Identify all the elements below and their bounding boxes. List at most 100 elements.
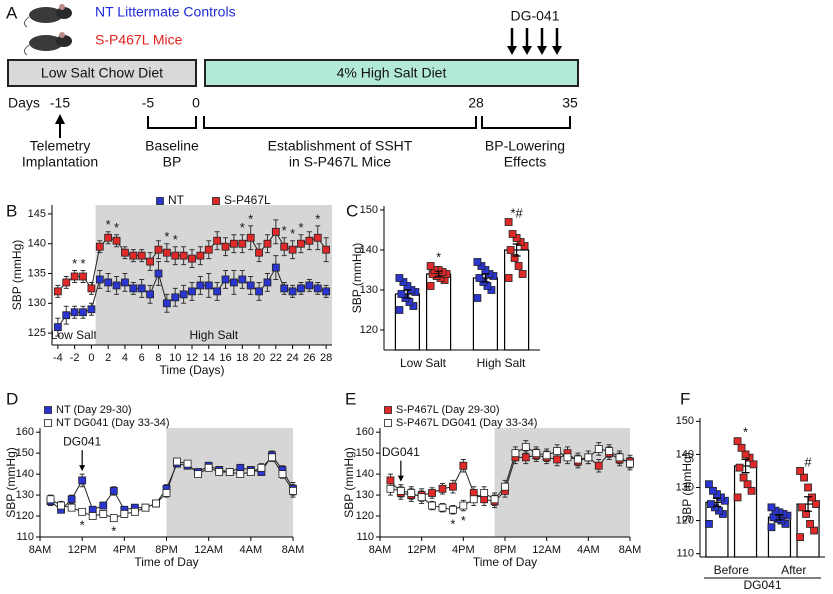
data-point xyxy=(386,476,395,485)
data-point xyxy=(246,233,255,242)
data-point xyxy=(395,274,404,282)
data-point xyxy=(804,483,812,492)
data-point xyxy=(288,245,297,254)
legend-label: NT Littermate Controls xyxy=(95,4,236,20)
data-point xyxy=(78,507,87,516)
data-point xyxy=(95,275,104,284)
annotation: * xyxy=(315,211,320,226)
x-tick-label: 12AM xyxy=(194,544,223,556)
error-bar xyxy=(512,243,521,257)
day-label: 35 xyxy=(562,95,578,111)
data-point xyxy=(99,501,108,510)
data-point xyxy=(553,447,561,455)
data-point xyxy=(146,257,154,266)
data-point xyxy=(62,278,71,287)
data-point xyxy=(449,505,457,514)
data-point xyxy=(480,489,489,497)
x-tick-label: 4AM xyxy=(240,544,263,556)
y-tick-label: 150 xyxy=(356,447,374,459)
mouse-icon xyxy=(56,35,72,47)
panel-label: F xyxy=(680,389,690,408)
data-point xyxy=(438,484,447,493)
data-point xyxy=(78,476,87,485)
annotation: * xyxy=(298,220,303,235)
annotation: * xyxy=(282,223,287,238)
data-point xyxy=(79,308,87,317)
data-point xyxy=(506,246,515,254)
data-point xyxy=(280,242,289,251)
data-point xyxy=(802,510,810,518)
data-point xyxy=(800,473,808,482)
legend-label: S-P467L Mice xyxy=(95,32,183,48)
data-point xyxy=(196,251,205,260)
phase-label: Establishment of SSHT xyxy=(268,138,413,154)
data-point xyxy=(796,467,804,475)
data-point xyxy=(469,495,478,504)
annotation: * xyxy=(240,220,245,235)
phase-bracket xyxy=(203,116,477,129)
x-tick-label: 10 xyxy=(169,352,181,364)
y-axis-label: SBP (mmHg) xyxy=(4,447,18,517)
data-point xyxy=(459,501,468,510)
data-point xyxy=(594,461,603,470)
x-axis-label: Time of Day xyxy=(473,555,537,569)
data-point xyxy=(146,290,154,299)
phase-label: Telemetry xyxy=(30,138,91,154)
x-tick-label: 28 xyxy=(320,352,332,364)
y-tick-label: 130 xyxy=(360,284,378,296)
data-point xyxy=(747,486,756,495)
x-tick-label: 12PM xyxy=(407,544,436,556)
annotation: * xyxy=(80,256,85,271)
panel-label: A xyxy=(6,3,18,22)
error-bar xyxy=(403,289,412,299)
data-point xyxy=(428,489,436,497)
data-point xyxy=(194,470,203,479)
data-point xyxy=(162,299,171,308)
y-tick-label: 150 xyxy=(16,447,34,459)
error-bar xyxy=(804,496,813,512)
phase-label: Implantation xyxy=(22,154,98,170)
y-tick-label: 160 xyxy=(16,426,34,438)
x-tick-label: 4PM xyxy=(452,544,475,556)
data-point xyxy=(395,306,404,314)
data-point xyxy=(46,495,55,504)
data-point xyxy=(230,278,238,287)
data-point xyxy=(67,503,76,512)
data-point xyxy=(426,262,435,270)
data-point xyxy=(504,218,513,226)
implant-arrowhead xyxy=(55,114,65,124)
data-point xyxy=(798,503,806,512)
y-tick-label: 140 xyxy=(676,448,694,460)
data-point xyxy=(67,495,76,504)
data-point xyxy=(255,248,263,257)
data-point xyxy=(263,239,272,248)
y-tick-label: 140 xyxy=(28,238,46,250)
data-point xyxy=(397,290,406,298)
data-point xyxy=(246,281,255,290)
data-point xyxy=(518,270,527,278)
data-point xyxy=(79,272,87,281)
data-point xyxy=(741,450,750,459)
data-point xyxy=(473,258,482,266)
phase-bracket xyxy=(481,116,571,129)
data-point xyxy=(705,520,713,528)
data-point xyxy=(171,251,180,260)
data-point xyxy=(767,503,776,512)
annotation: * xyxy=(248,211,253,226)
treatment-arrowhead xyxy=(507,46,517,55)
data-point xyxy=(236,470,245,479)
legend-marker xyxy=(44,406,52,414)
y-axis-label: SBP (mmHg) xyxy=(350,243,364,313)
data-point xyxy=(171,293,180,302)
data-point xyxy=(121,248,129,257)
annotation-arrowhead xyxy=(397,475,404,482)
data-point xyxy=(386,484,395,493)
error-bar xyxy=(434,270,443,278)
data-point xyxy=(449,482,457,491)
data-point xyxy=(511,449,520,458)
data-point xyxy=(188,287,196,296)
data-point xyxy=(271,227,280,236)
y-tick-label: 125 xyxy=(28,327,46,339)
panel-label: B xyxy=(6,201,17,220)
x-tick-label: 4PM xyxy=(113,544,136,556)
